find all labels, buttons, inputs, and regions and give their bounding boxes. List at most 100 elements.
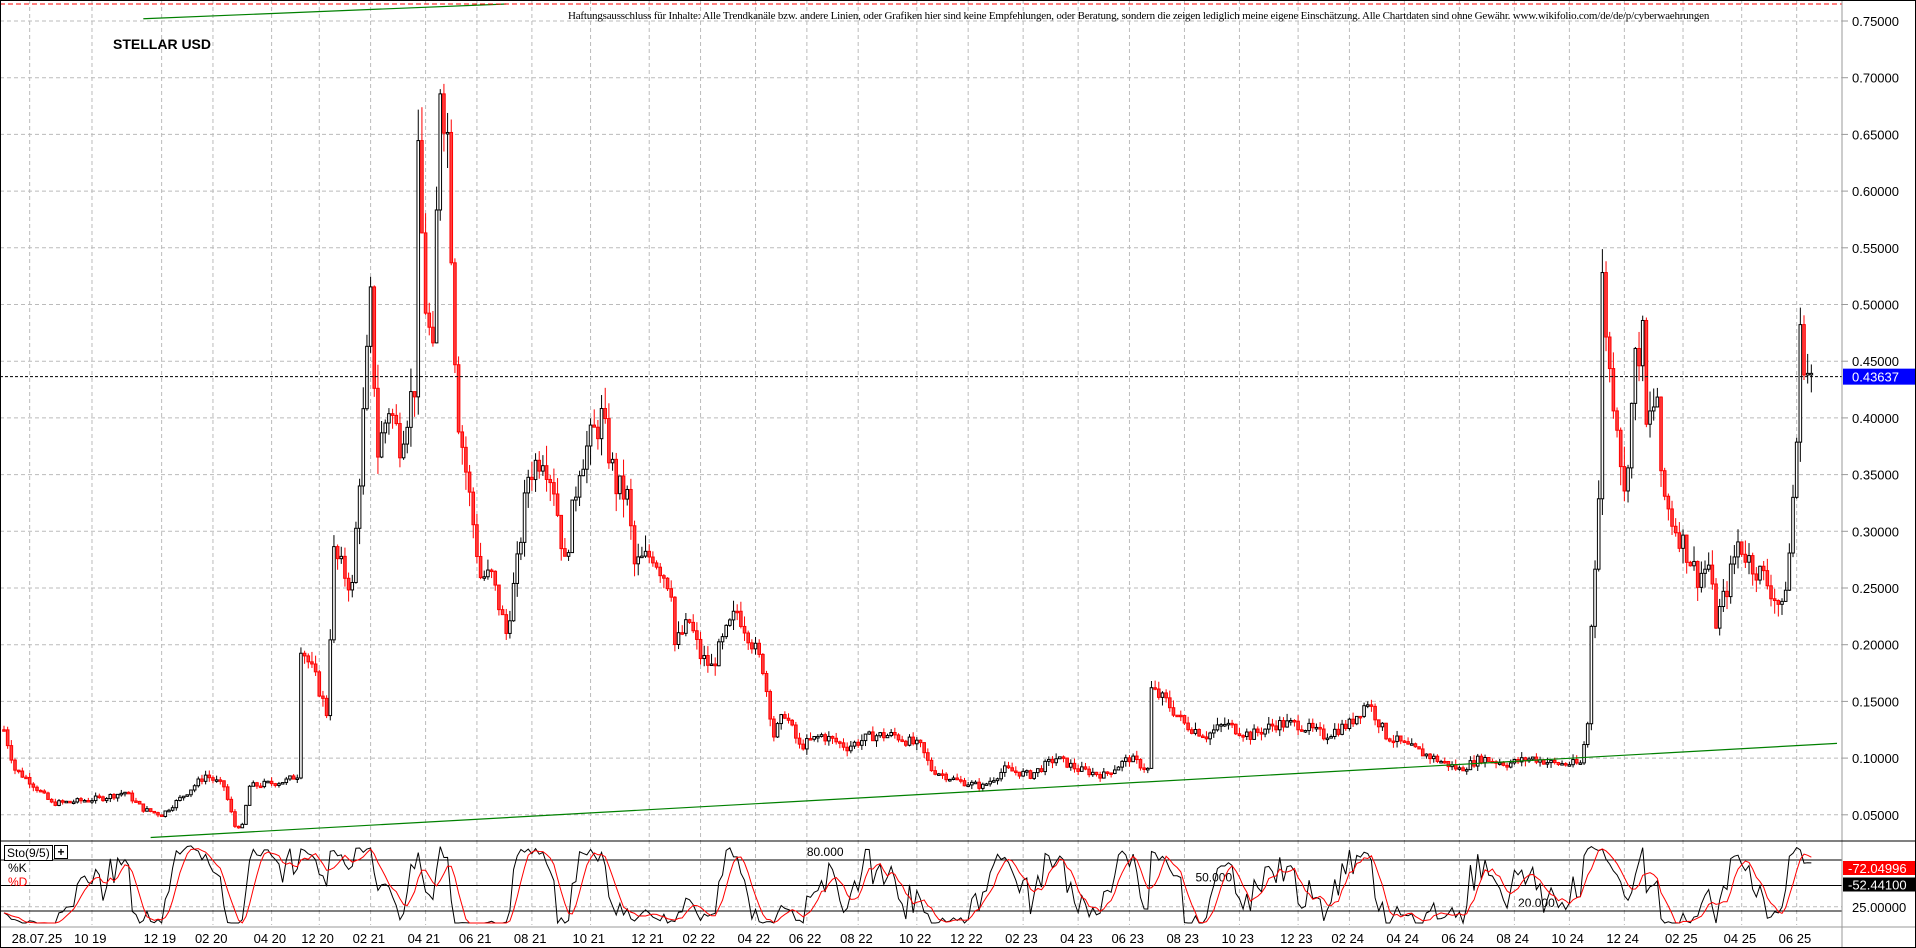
d-value-label: -52.44100 [1848,878,1907,893]
candle [361,408,366,487]
candle [1541,759,1546,765]
x-tick-label: 02 23 [1005,931,1038,946]
candle [1765,570,1770,587]
candle [1017,771,1022,777]
candle [1637,347,1641,367]
candle [915,739,919,745]
candle [581,468,586,477]
candle [1329,736,1333,739]
candle [394,414,399,425]
candle [1681,534,1685,549]
candle [1505,764,1509,768]
candle [119,792,124,796]
candle [1560,763,1564,766]
candle [1677,532,1682,549]
candle [695,630,699,640]
candle [438,93,443,211]
candle [955,777,959,781]
candle [1204,736,1209,740]
candle [97,795,102,799]
candle [552,482,556,495]
candle [1116,766,1121,771]
candle [1142,767,1146,770]
candle [511,582,516,622]
candle [1552,759,1557,764]
candle [1039,768,1044,773]
candle [819,734,824,737]
candle [1802,324,1806,376]
candle [951,777,956,781]
candle [772,718,776,738]
candle [1109,772,1113,775]
candle [1442,760,1447,764]
candle [724,624,729,638]
candle [1725,590,1729,598]
candle [1398,735,1403,742]
candle [1171,707,1176,716]
candle [515,553,520,584]
x-tick-label: 12 22 [950,931,983,946]
candle [823,734,827,742]
candle [863,733,868,742]
candle [75,798,80,803]
expand-indicator-button[interactable]: + [54,845,68,859]
candle [1662,470,1667,497]
candle [343,555,347,579]
candle [1549,759,1553,764]
candle [871,731,875,742]
x-tick-label: 12 20 [301,931,334,946]
candle [867,731,871,735]
candle [981,783,985,789]
candle [137,800,142,805]
candle [416,140,421,398]
candle [9,745,14,761]
candle [456,364,461,433]
candle [1065,757,1069,768]
candle [126,791,131,795]
stoch-level-label: 20.000 [1518,896,1555,910]
candle [1160,692,1165,698]
candle [1739,541,1744,555]
candle [944,773,948,781]
candle [489,569,494,573]
candle [1607,336,1612,370]
candle [427,312,432,328]
candle [1145,767,1150,771]
candle [1237,733,1242,737]
candle [1069,762,1073,768]
candle [1281,720,1286,728]
candle [1087,768,1091,776]
candle [101,796,105,802]
candle [1321,728,1326,740]
candle [262,780,267,788]
candle [753,642,758,650]
candle [1241,735,1245,738]
candle [592,424,597,428]
candle [1332,728,1337,738]
indicator-name[interactable]: Sto(9/5) [4,845,53,861]
candle [387,413,391,424]
candle [266,780,270,784]
candle [398,423,402,459]
candle [1156,688,1161,698]
candle [918,739,923,744]
candle [1402,740,1407,743]
candle [1112,769,1117,774]
candle [93,795,98,802]
candle [1743,553,1748,563]
candle [922,742,926,754]
candle [357,485,362,529]
candle [108,793,113,800]
candle [1215,724,1220,731]
candle [1343,723,1348,730]
x-tick-label: 06 23 [1111,931,1144,946]
candle [585,445,589,470]
candle [750,642,754,650]
x-tick-label: 12 19 [144,931,177,946]
candle [709,663,714,667]
candle [200,778,204,782]
candle [1582,744,1586,764]
candle [970,781,974,786]
candle [467,471,472,493]
candle [71,801,76,805]
